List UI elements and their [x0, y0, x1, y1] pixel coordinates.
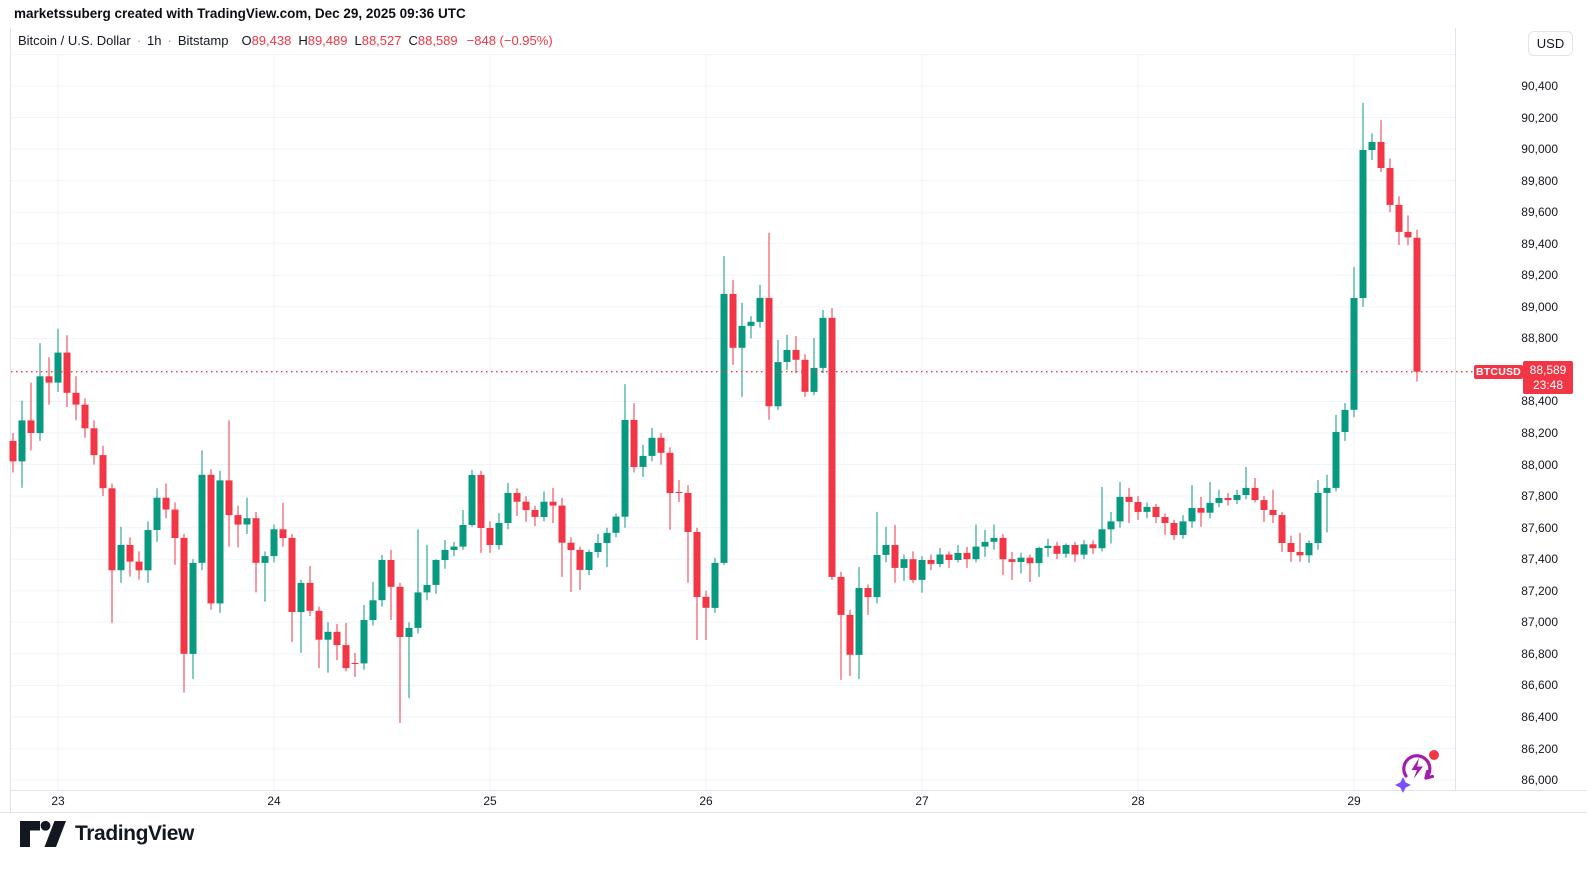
- last-price-value: 88,589: [1529, 362, 1567, 377]
- price-tick-label: 90,400: [1521, 79, 1558, 93]
- price-tick-label: 86,000: [1521, 773, 1558, 788]
- price-change-readout: −848 (−0.95%): [466, 33, 553, 48]
- time-tick-label: 29: [1347, 794, 1361, 808]
- legend-separator: ·: [167, 33, 172, 48]
- time-tick-label: 27: [915, 794, 929, 808]
- last-price-symbol-badge: BTCUSD: [1474, 365, 1523, 379]
- price-tick-label: 87,600: [1521, 520, 1558, 535]
- price-tick-label: 86,600: [1521, 678, 1558, 693]
- symbol-title[interactable]: Bitcoin / U.S. Dollar: [18, 33, 131, 48]
- candle-countdown: 23:48: [1532, 377, 1564, 392]
- attribution-text: marketssuberg created with TradingView.c…: [14, 6, 466, 21]
- legend-separator: ·: [136, 33, 142, 48]
- price-tick-label: 90,000: [1521, 142, 1558, 157]
- time-tick-label: 26: [699, 794, 713, 808]
- price-tick-label: 89,800: [1521, 173, 1558, 188]
- price-tick-label: 88,800: [1521, 331, 1558, 346]
- time-tick-label: 25: [483, 794, 497, 808]
- chart-left-border: [10, 28, 11, 812]
- time-axis-border: [10, 790, 1587, 791]
- tradingview-wordmark: TradingView: [75, 822, 194, 845]
- price-tick-label: 87,200: [1521, 583, 1558, 598]
- last-price-label: 88,589 23:48: [1523, 361, 1573, 394]
- price-tick-label: 87,400: [1521, 552, 1558, 567]
- sparkle-refresh-icon[interactable]: [1392, 744, 1444, 796]
- high-readout: H89,489: [298, 33, 348, 48]
- price-tick-label: 87,800: [1521, 489, 1558, 504]
- price-tick-label: 88,000: [1521, 457, 1558, 472]
- price-tick-label: 89,600: [1521, 205, 1558, 220]
- time-tick-label: 24: [267, 794, 281, 808]
- price-tick-label: 89,000: [1521, 299, 1558, 314]
- price-tick-label: 86,200: [1521, 741, 1558, 756]
- tradingview-logo-icon: [20, 820, 66, 847]
- price-tick-label: 88,400: [1521, 394, 1558, 409]
- open-readout: O89,438: [241, 33, 292, 48]
- currency-toggle-button[interactable]: USD: [1528, 31, 1573, 56]
- time-tick-label: 23: [51, 794, 65, 808]
- price-tick-label: 90,200: [1521, 110, 1558, 125]
- chart-legend[interactable]: Bitcoin / U.S. Dollar · 1h · Bitstamp O8…: [18, 33, 553, 48]
- price-tick-label: 86,400: [1521, 709, 1558, 724]
- price-tick-label: 88,200: [1521, 426, 1558, 441]
- exchange-label[interactable]: Bitstamp: [177, 33, 229, 48]
- tradingview-logo[interactable]: TradingView: [20, 820, 194, 848]
- interval-label[interactable]: 1h: [147, 33, 162, 48]
- time-tick-label: 28: [1131, 794, 1145, 808]
- price-tick-label: 89,200: [1521, 268, 1558, 283]
- price-tick-label: 87,000: [1521, 615, 1558, 630]
- low-readout: L88,527: [354, 33, 402, 48]
- price-axis-separator: [1455, 28, 1456, 790]
- ohlc-readout: O89,438 H89,489 L88,527 C88,589: [241, 33, 457, 48]
- close-readout: C88,589: [408, 33, 458, 48]
- price-tick-label: 86,800: [1521, 646, 1558, 661]
- footer-divider: [0, 812, 1587, 813]
- price-tick-label: 89,400: [1521, 236, 1558, 251]
